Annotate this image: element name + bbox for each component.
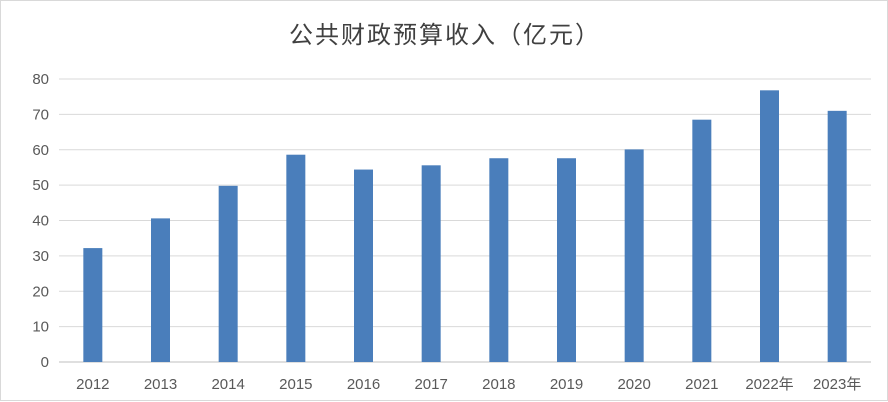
bar	[151, 218, 170, 362]
y-tick-label: 20	[32, 283, 49, 300]
bar	[489, 158, 509, 362]
x-tick-label: 2012	[76, 376, 109, 393]
y-tick-label: 70	[32, 106, 49, 123]
x-tick-label: 2016	[347, 376, 380, 393]
bar	[557, 158, 576, 362]
x-tick-label: 2015	[279, 376, 312, 393]
bar	[827, 110, 847, 363]
bar	[354, 169, 373, 362]
y-tick-label: 40	[32, 213, 49, 230]
bar	[421, 165, 441, 362]
x-tick-label: 2019	[550, 376, 583, 393]
y-tick-label: 0	[41, 354, 49, 371]
x-tick-label: 2018	[482, 376, 515, 393]
bar	[624, 149, 644, 362]
bar	[760, 90, 779, 362]
x-tick-label: 2023年	[813, 376, 861, 393]
bar	[286, 154, 306, 362]
y-tick-label: 60	[32, 142, 49, 159]
x-tick-label: 2022年	[745, 376, 793, 393]
bar	[83, 248, 103, 362]
x-tick-label: 2021	[685, 376, 718, 393]
y-tick-label: 10	[32, 319, 49, 336]
bar	[692, 119, 712, 363]
x-tick-label: 2013	[144, 376, 177, 393]
x-tick-label: 2020	[617, 376, 650, 393]
y-tick-label: 50	[32, 177, 49, 194]
x-tick-label: 2014	[211, 376, 244, 393]
y-tick-label: 80	[32, 71, 49, 88]
y-tick-label: 30	[32, 248, 49, 265]
bar	[218, 185, 238, 362]
chart-title: 公共财政预算收入（亿元）	[289, 21, 601, 49]
x-tick-label: 2017	[414, 376, 447, 393]
